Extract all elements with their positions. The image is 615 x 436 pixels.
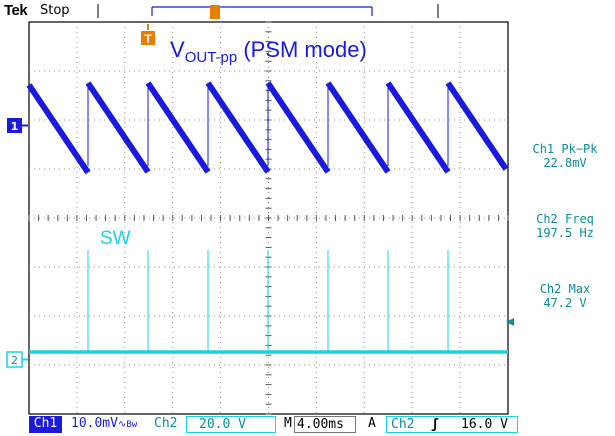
trigger-slope-icon: ʃ (431, 417, 439, 432)
top-status-bar: Tek Stop (0, 0, 615, 22)
measurement-ch2-freq: Ch2 Freq 197.5 Hz (536, 212, 594, 240)
record-trigger-marker (210, 5, 220, 19)
ch2-ground-marker[interactable]: 2 (6, 351, 28, 368)
ch1-trace (26, 81, 509, 175)
svg-text:2: 2 (11, 354, 18, 367)
ch2-scale[interactable]: 20.0 V (186, 416, 276, 433)
trigger-level-arrow-icon[interactable] (506, 318, 514, 326)
trigger-source: Ch2 (391, 417, 415, 432)
trigger-position-marker: T (141, 24, 155, 46)
measurement-ch2-max: Ch2 Max 47.2 V (539, 282, 591, 310)
timebase-value[interactable]: 4.00ms (294, 416, 356, 433)
ch1-coupling-icon: ∿ (117, 419, 127, 430)
record-position-bar[interactable] (151, 5, 373, 19)
timebase-label: M (284, 416, 292, 431)
ch1-trace-edges (87, 83, 449, 166)
measurement-ch1-pk-pk: Ch1 Pk−Pk 22.8mV (532, 142, 598, 170)
graticule-grid (28, 21, 509, 415)
ch2-badge[interactable]: Ch2 (154, 416, 178, 431)
ch2-switching-spikes (87, 250, 449, 352)
acquisition-state: Stop (40, 3, 70, 18)
trigger-settings[interactable]: Ch2 ʃ 16.0 V (386, 416, 518, 433)
bottom-settings-bar: Ch1 10.0mV∿Bw Ch2 20.0 V M 4.00ms A Ch2 … (0, 415, 615, 436)
sw-label: SW (100, 228, 131, 249)
svg-text:1: 1 (11, 120, 19, 133)
vout-label: VOUT-pp (PSM mode) (170, 37, 367, 66)
ch1-badge[interactable]: Ch1 (29, 416, 62, 433)
ch1-bandwidth-limit: Bw (126, 420, 138, 430)
trigger-marker-glyph: T (144, 32, 152, 46)
trigger-level: 16.0 V (461, 417, 508, 432)
brand-logo: Tek (4, 2, 28, 19)
ch1-scale[interactable]: 10.0mV∿Bw (71, 416, 138, 431)
trigger-mode-label: A (368, 416, 376, 431)
ch1-ground-marker[interactable]: 1 (7, 118, 28, 133)
